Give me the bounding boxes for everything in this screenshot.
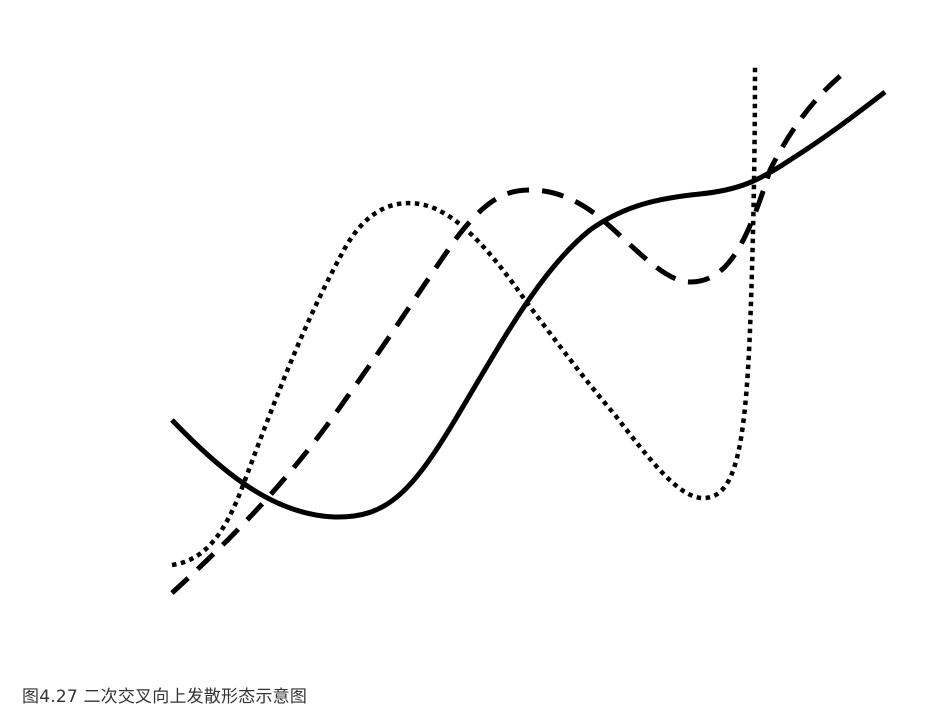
dashed-line-curve (170, 66, 852, 595)
dotted-line-curve (171, 64, 758, 568)
moving-average-cross-diagram (170, 64, 887, 595)
figure-caption: 图4.27 二次交叉向上发散形态示意图 (22, 687, 308, 707)
solid-line-curve (170, 90, 887, 520)
